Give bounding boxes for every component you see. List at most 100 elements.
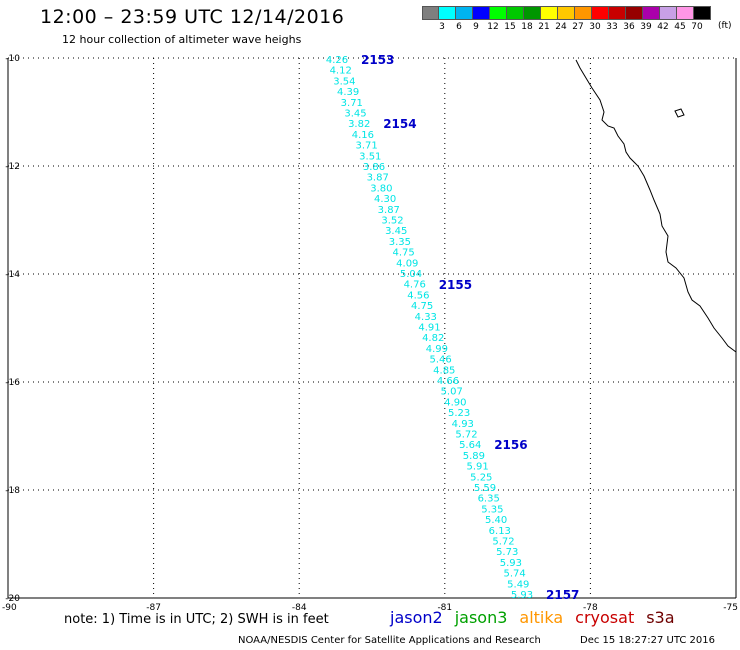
map-title: 12:00 – 23:59 UTC 12/14/2016 — [40, 6, 345, 28]
swh-value: 5.07 — [441, 387, 463, 398]
swh-value: 3.51 — [359, 151, 381, 162]
swh-value: 4.66 — [437, 376, 459, 387]
swh-value: 3.52 — [381, 216, 403, 227]
graticule — [7, 57, 737, 599]
legend-s3a: s3a — [646, 608, 675, 627]
legend-altika: altika — [519, 608, 564, 627]
colorbar-label: 45 — [674, 22, 686, 32]
colorbar-swatch: 15 — [504, 6, 524, 32]
colorbar-label: 12 — [487, 22, 499, 32]
swh-value: 4.91 — [418, 323, 440, 334]
latitude-tick-label: -12 — [5, 162, 20, 172]
swh-value: 3.80 — [370, 183, 392, 194]
swh-value: 4.90 — [444, 397, 466, 408]
swh-value: 5.73 — [496, 547, 518, 558]
swh-value: 5.04 — [400, 269, 422, 280]
colorbar-swatch: 3 — [439, 6, 456, 32]
colorbar-swatch: 6 — [456, 6, 473, 32]
colorbar-label: 42 — [657, 22, 669, 32]
longitude-tick-label: -87 — [146, 603, 161, 613]
swh-value: 4.82 — [422, 333, 444, 344]
swh-value: 4.33 — [415, 312, 437, 323]
swh-value: 5.93 — [511, 590, 533, 601]
colorbar-label: 3 — [439, 22, 445, 32]
colorbar-swatch: 27 — [572, 6, 592, 32]
colorbar-label: 70 — [691, 22, 703, 32]
pass-number-label: 2155 — [438, 277, 473, 292]
longitude-tick-label: -78 — [583, 603, 598, 613]
swh-value: 4.93 — [452, 419, 474, 430]
swh-value: 5.35 — [481, 504, 503, 515]
swh-value: 4.09 — [396, 258, 418, 269]
colorbar-label: 21 — [538, 22, 550, 32]
legend-jason3: jason3 — [454, 608, 508, 627]
latitude-tick-label: -16 — [5, 378, 20, 388]
swh-value: 3.82 — [348, 119, 370, 130]
colorbar-label: 36 — [623, 22, 635, 32]
swh-value: 5.46 — [429, 355, 451, 366]
swh-value: 4.26 — [326, 55, 348, 66]
longitude-tick-label: -75 — [723, 603, 738, 613]
longitude-tick-label: -90 — [2, 603, 17, 613]
swh-value: 3.45 — [344, 109, 366, 120]
swh-value: 6.13 — [489, 526, 511, 537]
swh-value: 5.59 — [474, 483, 496, 494]
colorbar-swatch: 36 — [623, 6, 643, 32]
swh-value: 4.16 — [352, 130, 374, 141]
swh-value: 5.23 — [448, 408, 470, 419]
pass-number-label: 2153 — [361, 53, 395, 67]
swh-value: 3.87 — [367, 173, 389, 184]
generated-timestamp: Dec 15 18:27:27 UTC 2016 — [580, 635, 715, 646]
colorbar-swatch: 24 — [555, 6, 575, 32]
swh-value: 3.86 — [363, 162, 385, 173]
colorbar-swatch: 9 — [473, 6, 490, 32]
swh-value: 5.93 — [500, 558, 522, 569]
swh-value: 4.56 — [407, 290, 429, 301]
swh-value: 4.30 — [374, 194, 396, 205]
swh-value: 5.49 — [507, 579, 529, 590]
colorbar-label: 39 — [640, 22, 652, 32]
colorbar-label: 9 — [473, 22, 479, 32]
swh-value: 3.71 — [355, 141, 377, 152]
pass-number-label: 2156 — [494, 438, 528, 453]
swh-value: 3.45 — [385, 226, 407, 237]
legend-cryosat: cryosat — [575, 608, 635, 627]
swh-value: 5.89 — [463, 451, 485, 462]
swh-value: 5.40 — [485, 515, 507, 526]
swh-value: 4.75 — [392, 248, 414, 259]
swh-value: 5.72 — [455, 430, 477, 441]
swh-value: 6.35 — [478, 494, 500, 505]
island — [674, 108, 685, 118]
swh-value: 4.99 — [426, 344, 448, 355]
satellite-track: 4.264.123.544.393.713.453.824.163.713.51… — [326, 55, 533, 601]
colorbar-swatch: 21 — [538, 6, 558, 32]
axis-ticks: -10 -12 -14 -16 -18 -20-90 -87 -84 -81 -78 -75 — [2, 54, 738, 613]
swh-value: 4.12 — [330, 66, 352, 77]
colorbar-swatch: 18 — [521, 6, 541, 32]
map-subtitle: 12 hour collection of altimeter wave hei… — [62, 33, 302, 46]
swh-value: 5.91 — [466, 462, 488, 473]
colorbar-label: 15 — [504, 22, 516, 32]
pass-number-label: 2154 — [383, 117, 417, 132]
latitude-tick-label: -10 — [5, 54, 20, 64]
swh-value: 3.71 — [341, 98, 363, 109]
swh-value: 5.64 — [459, 440, 481, 451]
colorbar-swatch: 39 — [640, 6, 660, 32]
latitude-tick-label: -14 — [5, 270, 20, 280]
swh-value: 4.75 — [411, 301, 433, 312]
colorbar-label: 30 — [589, 22, 601, 32]
swh-value: 5.72 — [492, 537, 514, 548]
longitude-tick-label: -81 — [437, 603, 452, 613]
satellite-legend: jason2 jason3 altika cryosat s3a — [390, 608, 675, 627]
colorbar-label: 6 — [456, 22, 462, 32]
footer-note: note: 1) Time is in UTC; 2) SWH is in fe… — [64, 612, 329, 627]
colorbar-swatch — [422, 6, 439, 20]
colorbar-swatch: 42 — [657, 6, 677, 32]
swh-value: 5.74 — [503, 569, 525, 580]
swh-value: 3.54 — [333, 76, 355, 87]
colorbar-swatch: 12 — [487, 6, 507, 32]
swh-value: 4.85 — [433, 365, 455, 376]
swh-value: 4.76 — [404, 280, 426, 291]
pass-number-label: 2157 — [546, 588, 580, 602]
